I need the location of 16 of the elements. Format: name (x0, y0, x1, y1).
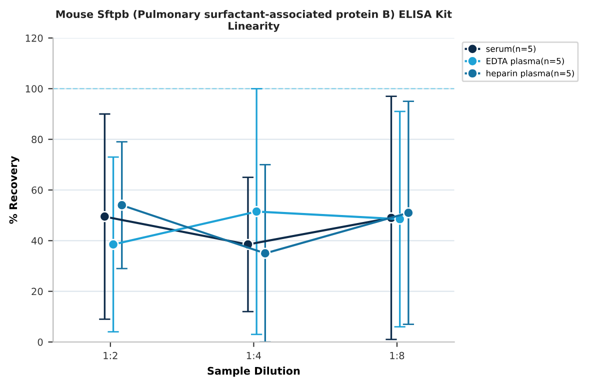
legend-label: EDTA plasma(n=5) (486, 58, 564, 66)
y-tick-label: 100 (26, 85, 43, 92)
y-tick-label: 0 (38, 338, 43, 346)
x-axis-title: Sample Dilution (208, 366, 300, 377)
y-tick-label: 60 (32, 186, 43, 194)
legend-label: heparin plasma(n=5) (486, 70, 574, 78)
x-tick-label: 1:8 (390, 352, 404, 360)
x-tick-label: 1:2 (104, 352, 118, 360)
y-tick-label: 120 (26, 34, 43, 42)
x-tick-label: 1:4 (246, 352, 261, 360)
y-tick-label: 40 (31, 237, 43, 244)
y-tick-label: 20 (32, 288, 43, 296)
legend-label: serum(n=5) (486, 46, 536, 53)
y-axis-title: % Recovery (9, 156, 20, 224)
y-tick-label: 80 (32, 136, 43, 144)
chart-title: Mouse Sftpb (Pulmonary surfactant-associated protein B) ELISA Kit Linearity (56, 10, 452, 32)
